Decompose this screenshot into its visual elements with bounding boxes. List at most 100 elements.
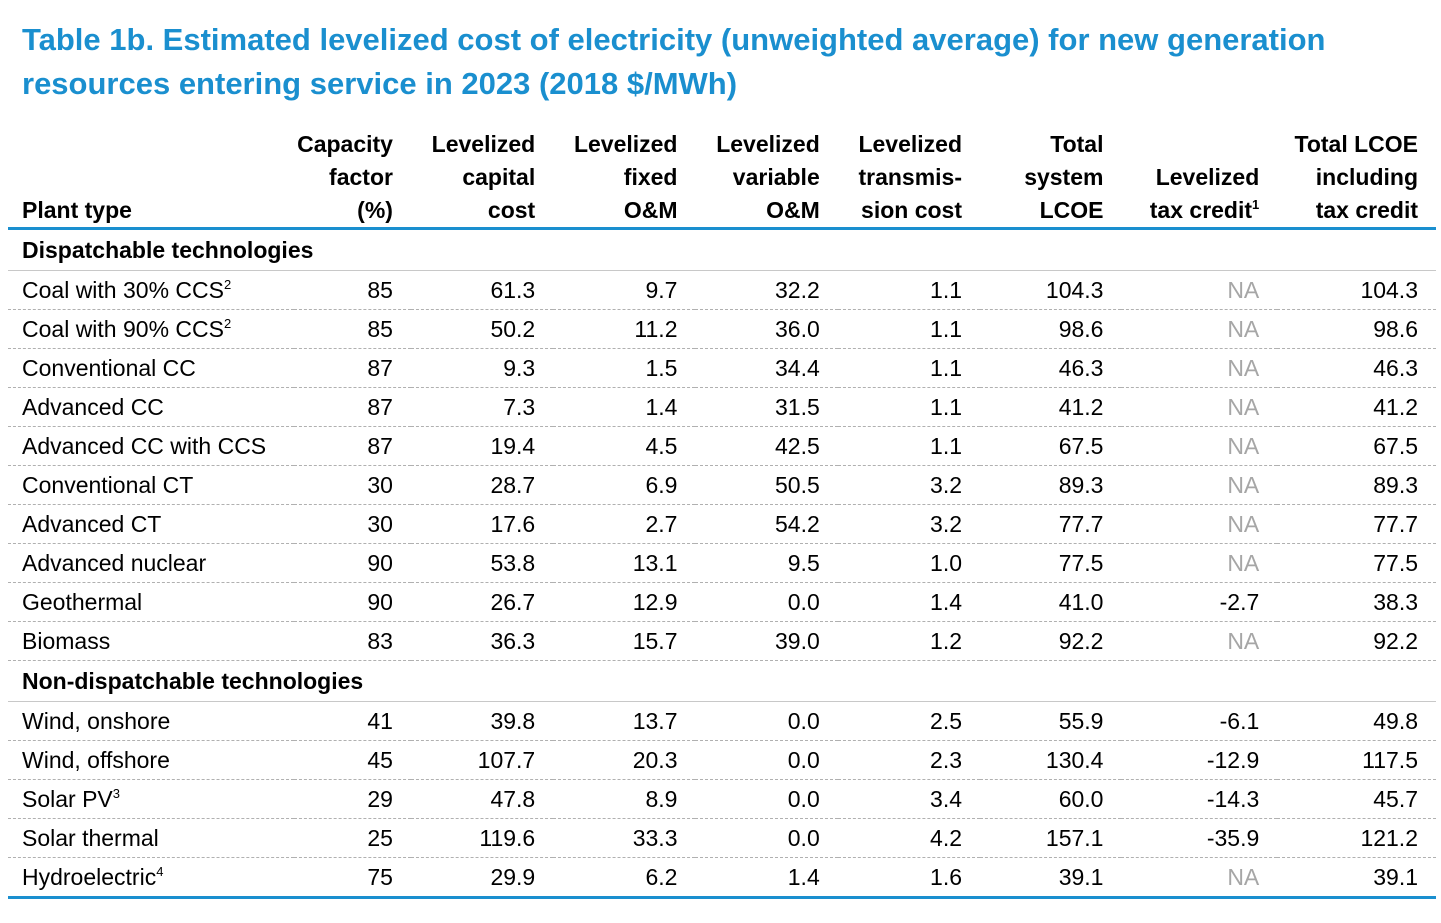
value-cell: -14.3 bbox=[1121, 779, 1278, 819]
value-cell: 87 bbox=[294, 348, 411, 388]
value-cell: 47.8 bbox=[410, 779, 554, 819]
header-levelized-variable-om: Levelized variable O&M bbox=[695, 128, 838, 230]
header-levelized-fixed-om: Levelized fixed O&M bbox=[553, 128, 696, 230]
footnote-marker: 4 bbox=[156, 863, 164, 879]
value-cell: 55.9 bbox=[980, 701, 1122, 741]
table-row: Coal with 90% CCS2 85 50.2 11.2 36.0 1.1 98.6 N… bbox=[8, 309, 1436, 349]
table-body: Dispatchable technologies Coal with 30% C… bbox=[8, 228, 1436, 899]
plant-type-cell: Hydroelectric4 bbox=[8, 857, 295, 899]
value-cell: 26.7 bbox=[410, 582, 554, 622]
table-row: Geothermal 90 26.7 12.9 0.0 1.4 41.0 -2.7 38.3 bbox=[8, 582, 1436, 622]
table-row: Solar PV3 29 47.8 8.9 0.0 3.4 60.0 -14.3 45.7 bbox=[8, 779, 1436, 819]
value-cell: 130.4 bbox=[980, 740, 1122, 780]
value-cell: 8.9 bbox=[553, 779, 696, 819]
value-cell: NA bbox=[1121, 543, 1278, 583]
table-row: Wind, offshore 45 107.7 20.3 0.0 2.3 130.4 -12.… bbox=[8, 740, 1436, 780]
value-cell: 75 bbox=[294, 857, 411, 899]
value-cell: 1.4 bbox=[553, 387, 696, 427]
value-cell: 12.9 bbox=[553, 582, 696, 622]
value-cell: 7.3 bbox=[410, 387, 554, 427]
value-cell: 67.5 bbox=[1277, 426, 1436, 466]
value-cell: 39.1 bbox=[1277, 857, 1436, 899]
header-capacity-factor: Capacity factor (%) bbox=[294, 128, 411, 230]
value-cell: -12.9 bbox=[1121, 740, 1278, 780]
value-cell: 32.2 bbox=[695, 270, 838, 310]
value-cell: 87 bbox=[294, 387, 411, 427]
value-cell: 98.6 bbox=[1277, 309, 1436, 349]
value-cell: 85 bbox=[294, 309, 411, 349]
header-row: Plant type Capacity factor (%) Levelized ca… bbox=[8, 128, 1436, 230]
value-cell: 60.0 bbox=[980, 779, 1122, 819]
value-cell: 45.7 bbox=[1277, 779, 1436, 819]
value-cell: NA bbox=[1121, 621, 1278, 661]
plant-type-cell: Conventional CC bbox=[8, 348, 295, 388]
value-cell: 104.3 bbox=[980, 270, 1122, 310]
plant-type-label: Conventional CC bbox=[22, 354, 196, 381]
value-cell: 2.3 bbox=[837, 740, 981, 780]
plant-type-cell: Advanced CC with CCS bbox=[8, 426, 295, 466]
table-row: Solar thermal 25 119.6 33.3 0.0 4.2 157.1 -35.9… bbox=[8, 818, 1436, 858]
value-cell: 9.5 bbox=[695, 543, 838, 583]
footnote-marker: 3 bbox=[112, 785, 120, 801]
plant-type-cell: Wind, offshore bbox=[8, 740, 295, 780]
value-cell: 38.3 bbox=[1277, 582, 1436, 622]
plant-type-cell: Advanced CC bbox=[8, 387, 295, 427]
value-cell: 117.5 bbox=[1277, 740, 1436, 780]
plant-type-label: Hydroelectric bbox=[22, 863, 157, 890]
value-cell: 1.4 bbox=[695, 857, 838, 899]
plant-type-label: Advanced CC with CCS bbox=[22, 432, 267, 459]
value-cell: 3.2 bbox=[837, 465, 981, 505]
value-cell: 46.3 bbox=[980, 348, 1122, 388]
value-cell: NA bbox=[1121, 387, 1278, 427]
value-cell: 46.3 bbox=[1277, 348, 1436, 388]
value-cell: 90 bbox=[294, 582, 411, 622]
value-cell: 36.0 bbox=[695, 309, 838, 349]
value-cell: 20.3 bbox=[553, 740, 696, 780]
value-cell: 89.3 bbox=[1277, 465, 1436, 505]
value-cell: 11.2 bbox=[553, 309, 696, 349]
value-cell: 89.3 bbox=[980, 465, 1122, 505]
plant-type-label: Solar PV bbox=[22, 785, 113, 812]
value-cell: 1.6 bbox=[837, 857, 981, 899]
value-cell: 39.0 bbox=[695, 621, 838, 661]
value-cell: 1.0 bbox=[837, 543, 981, 583]
value-cell: 0.0 bbox=[695, 701, 838, 741]
value-cell: 15.7 bbox=[553, 621, 696, 661]
table-row: Advanced CC 87 7.3 1.4 31.5 1.1 41.2 NA 41.2 bbox=[8, 387, 1436, 427]
plant-type-cell: Geothermal bbox=[8, 582, 295, 622]
value-cell: 1.2 bbox=[837, 621, 981, 661]
value-cell: 39.1 bbox=[980, 857, 1122, 899]
value-cell: NA bbox=[1121, 309, 1278, 349]
plant-type-cell: Biomass bbox=[8, 621, 295, 661]
value-cell: 41 bbox=[294, 701, 411, 741]
value-cell: 42.5 bbox=[695, 426, 838, 466]
value-cell: 6.2 bbox=[553, 857, 696, 899]
value-cell: NA bbox=[1121, 857, 1278, 899]
table-row: Conventional CT 30 28.7 6.9 50.5 3.2 89.3 NA 89.… bbox=[8, 465, 1436, 505]
value-cell: 1.1 bbox=[837, 348, 981, 388]
value-cell: 90 bbox=[294, 543, 411, 583]
value-cell: 4.2 bbox=[837, 818, 981, 858]
value-cell: 2.7 bbox=[553, 504, 696, 544]
plant-type-cell: Solar PV3 bbox=[8, 779, 295, 819]
value-cell: 13.1 bbox=[553, 543, 696, 583]
value-cell: -2.7 bbox=[1121, 582, 1278, 622]
value-cell: 1.1 bbox=[837, 426, 981, 466]
header-total-system-lcoe: Total system LCOE bbox=[980, 128, 1122, 230]
plant-type-cell: Coal with 90% CCS2 bbox=[8, 309, 295, 349]
plant-type-label: Coal with 30% CCS bbox=[22, 276, 224, 303]
plant-type-label: Wind, onshore bbox=[22, 707, 171, 734]
plant-type-label: Biomass bbox=[22, 627, 111, 654]
plant-type-label: Solar thermal bbox=[22, 824, 159, 851]
plant-type-cell: Wind, onshore bbox=[8, 701, 295, 741]
header-levelized-capital-cost: Levelized capital cost bbox=[410, 128, 554, 230]
value-cell: NA bbox=[1121, 270, 1278, 310]
value-cell: -35.9 bbox=[1121, 818, 1278, 858]
plant-type-cell: Solar thermal bbox=[8, 818, 295, 858]
plant-type-cell: Advanced CT bbox=[8, 504, 295, 544]
plant-type-label: Wind, offshore bbox=[22, 746, 170, 773]
value-cell: 34.4 bbox=[695, 348, 838, 388]
value-cell: 67.5 bbox=[980, 426, 1122, 466]
value-cell: 104.3 bbox=[1277, 270, 1436, 310]
value-cell: 0.0 bbox=[695, 740, 838, 780]
